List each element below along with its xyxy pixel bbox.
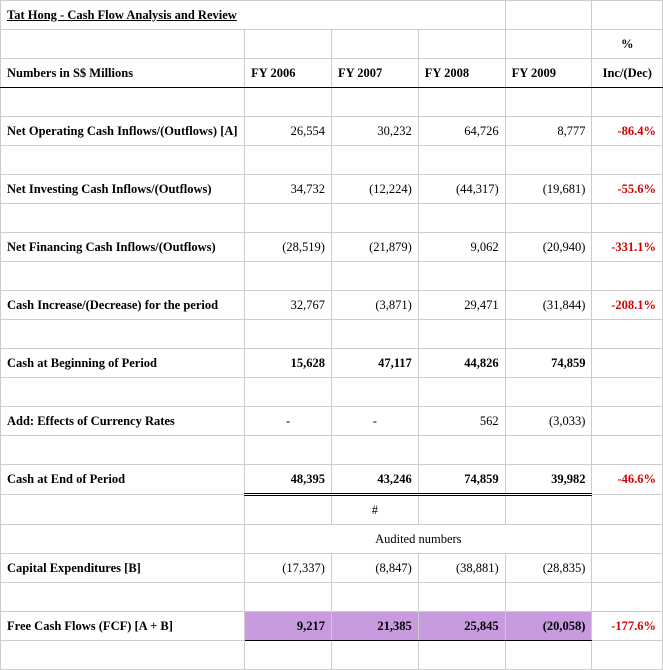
row-investing: Net Investing Cash Inflows/(Outflows) 34… [1,175,663,204]
label-operating: Net Operating Cash Inflows/(Outflows) [A… [1,117,245,146]
cell: 44,826 [418,349,505,378]
row-financing: Net Financing Cash Inflows/(Outflows) (2… [1,233,663,262]
label-end: Cash at End of Period [1,465,245,495]
label-investing: Net Investing Cash Inflows/(Outflows) [1,175,245,204]
cell: 25,845 [418,612,505,641]
header-year-3: FY 2009 [505,59,592,88]
cell: 562 [418,407,505,436]
cell: (17,337) [245,554,332,583]
cell: (20,940) [505,233,592,262]
row-fx: Add: Effects of Currency Rates - - 562 (… [1,407,663,436]
cell: (28,835) [505,554,592,583]
note-audited: Audited numbers [245,525,592,554]
header-label: Numbers in S$ Millions [1,59,245,88]
cell: (8,847) [331,554,418,583]
cell: 8,777 [505,117,592,146]
label-capex: Capital Expenditures [B] [1,554,245,583]
cell: (38,881) [418,554,505,583]
cash-flow-table: Tat Hong - Cash Flow Analysis and Review… [0,0,663,670]
label-financing: Net Financing Cash Inflows/(Outflows) [1,233,245,262]
cell: (3,871) [331,291,418,320]
cell: 9,217 [245,612,332,641]
cell: - [245,407,332,436]
title-row: Tat Hong - Cash Flow Analysis and Review [1,1,663,30]
cell: (20,058) [505,612,592,641]
cell: 30,232 [331,117,418,146]
cell: (31,844) [505,291,592,320]
row-fcf: Free Cash Flows (FCF) [A + B] 9,217 21,3… [1,612,663,641]
cell: (44,317) [418,175,505,204]
label-beginning: Cash at Beginning of Period [1,349,245,378]
header-year-2: FY 2008 [418,59,505,88]
label-change: Cash Increase/(Decrease) for the period [1,291,245,320]
header-pct: Inc/(Dec) [592,59,663,88]
cell: (19,681) [505,175,592,204]
cell: 15,628 [245,349,332,378]
cell: 9,062 [418,233,505,262]
cell: (12,224) [331,175,418,204]
label-fx: Add: Effects of Currency Rates [1,407,245,436]
cell: 48,395 [245,465,332,495]
label-fcf: Free Cash Flows (FCF) [A + B] [1,612,245,641]
cell: (21,879) [331,233,418,262]
cell: 74,859 [505,349,592,378]
row-beginning: Cash at Beginning of Period 15,628 47,11… [1,349,663,378]
cell: 29,471 [418,291,505,320]
cell: (28,519) [245,233,332,262]
cell: 39,982 [505,465,592,495]
pct-investing: -55.6% [592,175,663,204]
row-operating: Net Operating Cash Inflows/(Outflows) [A… [1,117,663,146]
row-change: Cash Increase/(Decrease) for the period … [1,291,663,320]
cell: 32,767 [245,291,332,320]
cell: 34,732 [245,175,332,204]
header-row: Numbers in S$ Millions FY 2006 FY 2007 F… [1,59,663,88]
cell: 43,246 [331,465,418,495]
pct-end: -46.6% [592,465,663,495]
cell: 21,385 [331,612,418,641]
cell: 47,117 [331,349,418,378]
page-title: Tat Hong - Cash Flow Analysis and Review [1,1,506,30]
pct-operating: -86.4% [592,117,663,146]
pct-change: -208.1% [592,291,663,320]
pct-symbol: % [592,30,663,59]
cell: 64,726 [418,117,505,146]
header-year-1: FY 2007 [331,59,418,88]
pct-fcf: -177.6% [592,612,663,641]
cell: 26,554 [245,117,332,146]
pct-financing: -331.1% [592,233,663,262]
row-capex: Capital Expenditures [B] (17,337) (8,847… [1,554,663,583]
header-year-0: FY 2006 [245,59,332,88]
cell: 74,859 [418,465,505,495]
cell: - [331,407,418,436]
note-hash: # [331,495,418,525]
row-end: Cash at End of Period 48,395 43,246 74,8… [1,465,663,495]
cell: (3,033) [505,407,592,436]
